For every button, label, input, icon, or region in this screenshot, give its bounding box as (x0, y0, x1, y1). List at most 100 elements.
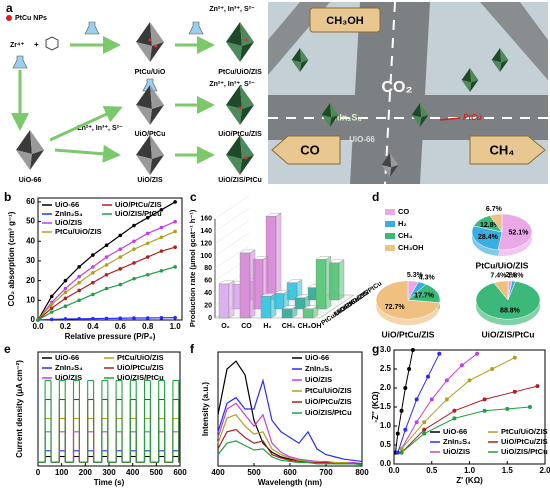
x-tick-label: 1.0 (464, 466, 476, 475)
marker (36, 318, 40, 322)
label: + (34, 40, 39, 49)
y-tick-label: 2.0 (380, 383, 392, 392)
product-label: UiO/ZIS (137, 177, 163, 184)
panel-label: a (6, 1, 13, 15)
marker (159, 208, 164, 212)
y-tick-label: 160 (200, 216, 212, 223)
marker (49, 306, 54, 310)
octahedron-face (226, 155, 242, 175)
octahedron-face (411, 103, 422, 118)
value-label: 7.4% (490, 273, 507, 280)
point (467, 378, 472, 383)
sign (309, 7, 381, 33)
octahedron-face (240, 105, 254, 125)
legend-label: CO (398, 207, 409, 216)
x-tick-label: 800 (355, 468, 369, 477)
marker (145, 215, 150, 220)
octahedron-face (411, 115, 422, 127)
bar-side (228, 280, 235, 319)
product-label: PtCu/UiO/ZIS (218, 69, 262, 76)
x-tick-label: 200 (79, 468, 93, 477)
pie-title: UiO/PtCu/ZIS (382, 329, 435, 339)
octahedron-face (136, 135, 152, 159)
bar (302, 305, 319, 319)
marker (104, 272, 109, 277)
flask (84, 21, 100, 35)
octahedron-face (136, 22, 152, 46)
legend-label: UiO/ZIS/PtCu (305, 408, 352, 417)
bar-front (260, 296, 272, 319)
point (414, 420, 419, 425)
marker (173, 229, 177, 234)
point (410, 348, 415, 352)
grid-line (214, 195, 250, 220)
y-tick-label: 1.5 (380, 402, 392, 411)
legend-label: UiO/ZIS/PtCu (115, 209, 162, 218)
panel-label: d (372, 190, 379, 204)
marker (118, 267, 123, 271)
fit-line (401, 353, 478, 450)
bar-side (291, 305, 298, 319)
y-tick-label: 0 (31, 315, 36, 324)
value-label: 28.4% (478, 234, 499, 241)
value-label: 4.3% (419, 275, 436, 282)
point (422, 420, 427, 425)
y-tick-label: 100 (200, 253, 212, 260)
point (452, 416, 457, 421)
y-axis-label: CO₂ absorption (cm³ g⁻¹) (7, 211, 16, 306)
pie-title: PtCu/UiO/ZIS (476, 260, 529, 270)
point (395, 431, 400, 436)
x-tick-label: O₂ (221, 323, 230, 330)
y-tick-label: 20 (204, 302, 212, 309)
point (399, 450, 404, 455)
x-tick-label: 1.0 (170, 322, 182, 331)
octahedron-face (240, 22, 254, 46)
octahedron-face (226, 42, 242, 62)
marker (77, 280, 81, 285)
octahedron-face (321, 103, 332, 118)
x-tick-label: 600 (173, 468, 187, 477)
legend-label: ZnIn₂S₄ (443, 437, 471, 446)
legend-label: H₂ (398, 219, 407, 228)
label: ZnIn₂S₄ (328, 112, 361, 122)
octahedron-face (226, 105, 242, 125)
bar (281, 305, 298, 319)
x-tick-label: 0.0 (388, 466, 400, 475)
value-label: 2% (506, 272, 517, 279)
marker (63, 296, 68, 301)
fit-line (401, 406, 530, 453)
x-tick-label: 0.0 (32, 322, 44, 331)
pie-slice (471, 225, 503, 251)
legend-label: ZnIn₂S₄ (55, 209, 83, 218)
octahedron-face (226, 22, 242, 46)
octahedron-face (226, 85, 242, 109)
bar-side (325, 256, 332, 310)
y-tick-label: 10 (26, 295, 35, 304)
value-label: 6.7% (486, 206, 503, 213)
x-tick-label: 600 (283, 468, 297, 477)
point (425, 374, 430, 379)
marker (104, 255, 109, 259)
y-tick-label: 50 (26, 217, 35, 226)
bar-front (281, 308, 293, 319)
product-label: PtCu/UiO (135, 69, 166, 76)
x-tick-label: 400 (211, 468, 225, 477)
sign-text: CH₄ (490, 142, 515, 157)
x-tick-label: 700 (319, 468, 333, 477)
sign (271, 135, 341, 165)
bar-front (218, 283, 230, 319)
bar (294, 294, 311, 310)
octahedron-face (381, 165, 392, 177)
marker (104, 243, 109, 248)
legend-label: PtCu/UiO/ZIS (117, 353, 164, 362)
octahedron-face (30, 130, 44, 154)
marker (104, 263, 109, 267)
bar-side (270, 293, 277, 319)
grid-line (214, 245, 250, 269)
ptcu-dot (238, 106, 242, 110)
point (527, 405, 532, 409)
legend-label: UiO/PtCu/ZIS (501, 437, 548, 446)
point (399, 446, 404, 451)
x-tick-label: 0.2 (60, 322, 72, 331)
octahedron-face (390, 165, 399, 177)
